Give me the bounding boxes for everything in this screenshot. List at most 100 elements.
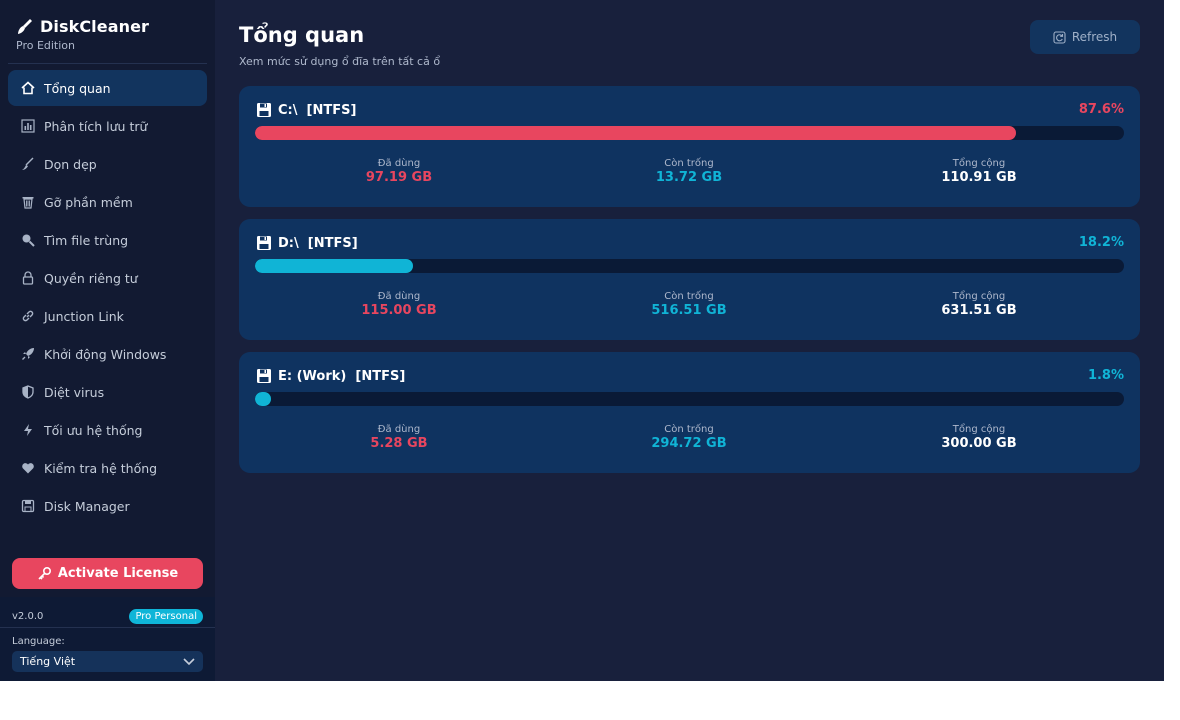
- total-stat: Tổng cộng 300.00 GB: [879, 424, 1079, 451]
- sidebar-item-label: Tổng quan: [44, 80, 111, 96]
- sidebar-nav: Tổng quan Phân tích lưu trữ Dọn dẹp Gỡ p…: [0, 64, 215, 526]
- sidebar-item-startup[interactable]: Khởi động Windows: [8, 336, 207, 372]
- free-label: Còn trống: [664, 158, 714, 169]
- sidebar-footer: v2.0.0 Pro Personal Language: Tiếng Việt: [0, 597, 215, 681]
- license-badge: Pro Personal: [129, 608, 203, 624]
- trash-icon: [21, 195, 35, 209]
- heart-icon: [21, 461, 35, 475]
- search-icon: [21, 233, 35, 247]
- app-edition: Pro Edition: [16, 39, 76, 52]
- sidebar-item-optimize[interactable]: Tối ưu hệ thống: [8, 412, 207, 448]
- bar-chart-icon: [21, 119, 35, 133]
- used-stat: Đã dùng 115.00 GB: [299, 291, 499, 318]
- rocket-icon: [21, 347, 35, 361]
- usage-bar-fill: [255, 259, 414, 273]
- chevron-down-icon: [183, 657, 195, 666]
- free-value: 294.72 GB: [651, 436, 727, 451]
- sidebar-item-label: Gỡ phần mềm: [44, 194, 133, 210]
- drive-card: E: (Work) [NTFS] 1.8% Đã dùng 5.28 GB Cò…: [239, 352, 1140, 473]
- language-label: Language:: [12, 636, 65, 647]
- sidebar-item-label: Kiểm tra hệ thống: [44, 460, 158, 476]
- sidebar-item-duplicates[interactable]: Tìm file trùng: [8, 222, 207, 258]
- used-value: 97.19 GB: [365, 170, 433, 185]
- sidebar-item-storage-analysis[interactable]: Phân tích lưu trữ: [8, 108, 207, 144]
- drive-usage-percent: 87.6%: [1078, 102, 1124, 117]
- drive-usage-percent: 18.2%: [1078, 235, 1124, 250]
- total-stat: Tổng cộng 631.51 GB: [879, 291, 1079, 318]
- usage-bar: [255, 126, 1124, 140]
- broom-logo-icon: [16, 18, 34, 36]
- page-title: Tổng quan: [239, 23, 365, 47]
- total-value: 110.91 GB: [941, 170, 1017, 185]
- sidebar-item-privacy[interactable]: Quyền riêng tư: [8, 260, 207, 296]
- sidebar-item-cleanup[interactable]: Dọn dẹp: [8, 146, 207, 182]
- floppy-disk-icon: [256, 235, 272, 251]
- sidebar-item-label: Tìm file trùng: [44, 232, 129, 248]
- drive-card: D:\ [NTFS] 18.2% Đã dùng 115.00 GB Còn t…: [239, 219, 1140, 340]
- main-content: Tổng quan Xem mức sử dụng ổ đĩa trên tất…: [215, 0, 1164, 681]
- used-stat: Đã dùng 97.19 GB: [299, 158, 499, 185]
- app-title: DiskCleaner: [40, 17, 150, 36]
- drive-name: C:\ [NTFS]: [278, 102, 357, 118]
- free-value: 13.72 GB: [655, 170, 723, 185]
- sidebar-item-label: Khởi động Windows: [44, 346, 167, 362]
- activate-license-label: Activate License: [57, 566, 179, 581]
- sidebar-item-label: Phân tích lưu trữ: [44, 118, 148, 134]
- activate-license-button[interactable]: Activate License: [12, 558, 203, 589]
- shield-icon: [21, 385, 35, 399]
- used-label: Đã dùng: [377, 291, 421, 302]
- used-label: Đã dùng: [377, 424, 421, 435]
- used-value: 115.00 GB: [361, 303, 437, 318]
- sidebar-item-disk-manager[interactable]: Disk Manager: [8, 488, 207, 524]
- sidebar-item-antivirus[interactable]: Diệt virus: [8, 374, 207, 410]
- usage-bar-fill: [255, 126, 1017, 140]
- sidebar-item-overview[interactable]: Tổng quan: [8, 70, 207, 106]
- usage-bar-fill: [255, 392, 271, 406]
- drive-card: C:\ [NTFS] 87.6% Đã dùng 97.19 GB Còn tr…: [239, 86, 1140, 207]
- refresh-button[interactable]: Refresh: [1030, 20, 1140, 54]
- sidebar-item-label: Disk Manager: [44, 498, 130, 514]
- drive-usage-percent: 1.8%: [1087, 368, 1124, 383]
- sidebar-item-uninstall[interactable]: Gỡ phần mềm: [8, 184, 207, 220]
- refresh-icon: [1053, 30, 1066, 44]
- broom-icon: [21, 157, 35, 171]
- used-value: 5.28 GB: [370, 436, 428, 451]
- floppy-disk-icon: [256, 368, 272, 384]
- bolt-icon: [21, 423, 35, 437]
- total-label: Tổng cộng: [952, 291, 1006, 302]
- drive-name: E: (Work) [NTFS]: [278, 368, 406, 384]
- version-text: v2.0.0: [12, 610, 44, 622]
- free-stat: Còn trống 13.72 GB: [589, 158, 789, 185]
- total-value: 631.51 GB: [941, 303, 1017, 318]
- sidebar-item-label: Tối ưu hệ thống: [44, 422, 143, 438]
- lock-icon: [21, 271, 35, 285]
- sidebar-item-system-check[interactable]: Kiểm tra hệ thống: [8, 450, 207, 486]
- sidebar-item-label: Diệt virus: [44, 384, 105, 400]
- used-stat: Đã dùng 5.28 GB: [299, 424, 499, 451]
- free-label: Còn trống: [664, 291, 714, 302]
- link-icon: [21, 309, 35, 323]
- drive-name: D:\ [NTFS]: [278, 235, 358, 251]
- home-icon: [21, 81, 35, 95]
- brand: DiskCleaner Pro Edition: [8, 0, 207, 64]
- total-label: Tổng cộng: [952, 424, 1006, 435]
- used-label: Đã dùng: [377, 158, 421, 169]
- total-stat: Tổng cộng 110.91 GB: [879, 158, 1079, 185]
- sidebar-item-label: Dọn dẹp: [44, 156, 97, 172]
- usage-bar: [255, 392, 1124, 406]
- free-stat: Còn trống 294.72 GB: [589, 424, 789, 451]
- floppy-disk-icon: [256, 102, 272, 118]
- app-window: DiskCleaner Pro Edition Tổng quan Phân t…: [0, 0, 1164, 681]
- free-value: 516.51 GB: [651, 303, 727, 318]
- refresh-label: Refresh: [1071, 30, 1118, 44]
- disk-icon: [21, 499, 35, 513]
- free-label: Còn trống: [664, 424, 714, 435]
- sidebar: DiskCleaner Pro Edition Tổng quan Phân t…: [0, 0, 215, 681]
- sidebar-item-junction-link[interactable]: Junction Link: [8, 298, 207, 334]
- sidebar-item-label: Junction Link: [44, 308, 124, 324]
- key-icon: [37, 566, 52, 581]
- language-value: Tiếng Việt: [20, 655, 76, 668]
- sidebar-item-label: Quyền riêng tư: [44, 270, 138, 286]
- total-label: Tổng cộng: [952, 158, 1006, 169]
- language-select[interactable]: Tiếng Việt: [12, 651, 203, 672]
